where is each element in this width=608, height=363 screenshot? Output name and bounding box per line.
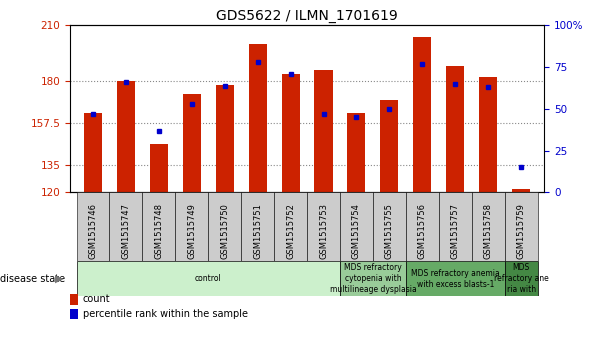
Text: GSM1515752: GSM1515752: [286, 203, 295, 258]
Text: GSM1515759: GSM1515759: [517, 203, 525, 258]
Bar: [472, 192, 505, 261]
Bar: [208, 192, 241, 261]
Bar: [347, 113, 365, 192]
Bar: [505, 261, 537, 296]
Text: GSM1515751: GSM1515751: [253, 203, 262, 258]
Bar: [373, 192, 406, 261]
Bar: [406, 261, 505, 296]
Title: GDS5622 / ILMN_1701619: GDS5622 / ILMN_1701619: [216, 9, 398, 23]
Bar: [183, 94, 201, 192]
Bar: [314, 70, 333, 192]
Bar: [84, 113, 102, 192]
Text: percentile rank within the sample: percentile rank within the sample: [83, 309, 247, 319]
Bar: [77, 261, 340, 296]
Text: GSM1515754: GSM1515754: [352, 203, 361, 258]
Bar: [241, 192, 274, 261]
Bar: [117, 81, 135, 192]
Bar: [175, 192, 208, 261]
Bar: [505, 192, 537, 261]
Bar: [340, 192, 373, 261]
Bar: [340, 261, 406, 296]
Bar: [150, 144, 168, 192]
Bar: [413, 37, 431, 192]
Text: GSM1515755: GSM1515755: [385, 203, 394, 258]
Bar: [77, 192, 109, 261]
Text: GSM1515750: GSM1515750: [220, 203, 229, 258]
Text: MDS refractory anemia
with excess blasts-1: MDS refractory anemia with excess blasts…: [411, 269, 500, 289]
Text: GSM1515758: GSM1515758: [484, 203, 492, 259]
Text: GSM1515753: GSM1515753: [319, 203, 328, 259]
Text: GSM1515756: GSM1515756: [418, 203, 427, 259]
Text: MDS refractory
cytopenia with
multilineage dysplasia: MDS refractory cytopenia with multilinea…: [330, 263, 416, 294]
Bar: [142, 192, 175, 261]
Bar: [274, 192, 307, 261]
Text: GSM1515746: GSM1515746: [89, 203, 97, 259]
Text: MDS
refractory ane
ria with: MDS refractory ane ria with: [494, 263, 548, 294]
Text: ▶: ▶: [55, 274, 63, 284]
Text: GSM1515747: GSM1515747: [122, 203, 130, 259]
Text: count: count: [83, 294, 110, 305]
Bar: [307, 192, 340, 261]
Text: GSM1515748: GSM1515748: [154, 203, 164, 259]
Bar: [406, 192, 439, 261]
Bar: [381, 99, 398, 192]
Text: control: control: [195, 274, 221, 283]
Bar: [439, 192, 472, 261]
Bar: [109, 192, 142, 261]
Bar: [512, 189, 530, 192]
Bar: [249, 44, 267, 192]
Text: GSM1515757: GSM1515757: [451, 203, 460, 259]
Bar: [446, 66, 465, 192]
Bar: [479, 77, 497, 192]
Text: GSM1515749: GSM1515749: [187, 203, 196, 258]
Bar: [216, 85, 233, 192]
Text: disease state: disease state: [0, 274, 65, 284]
Bar: [282, 74, 300, 192]
